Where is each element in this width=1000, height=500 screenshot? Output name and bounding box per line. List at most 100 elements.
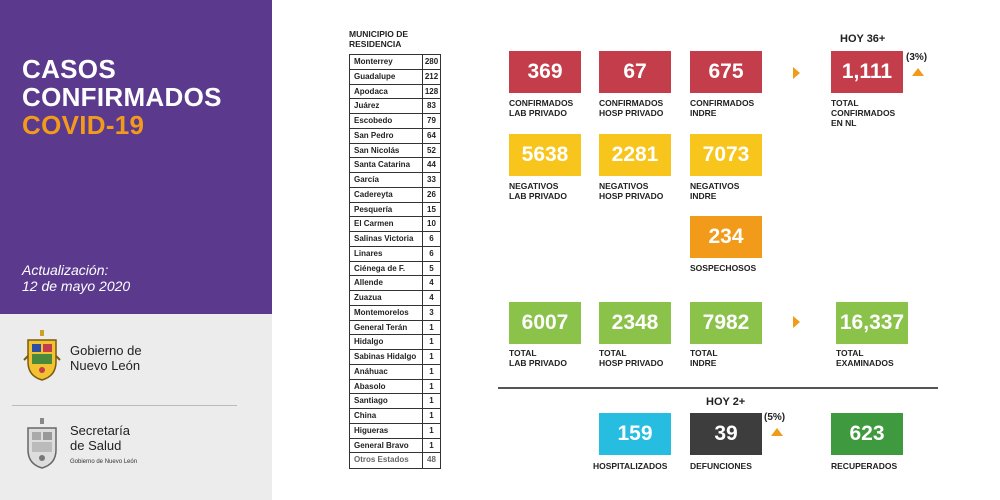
municipio-name: Escobedo — [350, 114, 423, 128]
table-row: Juárez 83 — [350, 99, 440, 114]
municipio-name: Pesquería — [350, 202, 423, 217]
table-row: Apodaca 128 — [350, 84, 440, 100]
table-row: Pesquería 15 — [350, 202, 440, 218]
municipio-count: 3 — [429, 307, 434, 317]
page-title: CASOS CONFIRMADOS COVID-19 — [22, 55, 222, 139]
table-row: García 33 — [350, 173, 440, 188]
negativos-indre-label: NEGATIVOS INDRE — [690, 181, 740, 201]
municipio-count: 1 — [429, 425, 434, 435]
municipio-count: 1 — [429, 366, 434, 376]
table-row: Sabinas Hidalgo 1 — [350, 350, 440, 365]
salud-logo: Secretaría de Salud Gobierno de Nuevo Le… — [22, 418, 137, 474]
table-row: Cadereyta 26 — [350, 187, 440, 203]
confirmados-indre-value: 675 — [690, 51, 762, 93]
municipio-name: San Nicolás — [350, 143, 423, 158]
municipio-count: 1 — [429, 337, 434, 347]
municipio-name: China — [350, 409, 423, 423]
municipio-count: 26 — [427, 189, 436, 199]
confirmados-lab-value: 369 — [509, 51, 581, 93]
municipio-name: El Carmen — [350, 217, 423, 231]
table-row: Allende 4 — [350, 276, 440, 291]
municipio-count: 4 — [429, 293, 434, 302]
municipio-name: Ciénega de F. — [350, 261, 423, 276]
confirmados-indre-label: CONFIRMADOS INDRE — [690, 98, 755, 118]
title-line-3: COVID-19 — [22, 110, 145, 140]
coat-of-arms-gray-icon — [27, 418, 57, 469]
municipio-count: 79 — [427, 116, 436, 125]
municipio-count: 5 — [429, 263, 434, 273]
municipio-name: Linares — [350, 246, 423, 261]
municipio-count: 83 — [427, 101, 436, 111]
table-row: Montemorelos 3 — [350, 305, 440, 321]
municipio-name: Montemorelos — [350, 305, 423, 320]
municipio-count: 44 — [427, 160, 436, 170]
table-row: San Pedro 64 — [350, 128, 440, 144]
table-row: China 1 — [350, 409, 440, 424]
municipio-name: Santiago — [350, 394, 423, 408]
table-row: Santa Catarina 44 — [350, 158, 440, 173]
table-row: Linares 6 — [350, 246, 440, 262]
logo1-line-2: Nuevo León — [70, 358, 141, 373]
table-row: El Carmen 10 — [350, 217, 440, 232]
table-row: Zuazua 4 — [350, 291, 440, 306]
logo2-subtitle: Gobierno de Nuevo León — [70, 458, 138, 465]
table-header: MUNICIPIO DE RESIDENCIA — [349, 29, 408, 49]
update-info: Actualización: 12 de mayo 2020 — [22, 262, 130, 294]
table-row: General Bravo 1 — [350, 438, 440, 454]
sidebar: CASOS CONFIRMADOS COVID-19 Actualización… — [0, 0, 272, 500]
gobierno-logo: Gobierno de Nuevo León — [22, 330, 142, 386]
table-row: Salinas Victoria 6 — [350, 232, 440, 247]
pct-confirmados: (3%) — [906, 52, 928, 63]
logo2-line-2: de Salud — [70, 437, 122, 453]
municipio-table: Monterrey 280 Guadalupe 212 Apodaca 128 Juárez… — [349, 54, 441, 469]
table-row: Otros Estados 48 — [350, 453, 440, 468]
municipio-count: 1 — [429, 396, 434, 406]
defunciones-value: 39 — [690, 413, 762, 455]
total-indre-value: 7982 — [690, 302, 762, 344]
municipio-name: Allende — [350, 276, 423, 290]
table-row: Escobedo 79 — [350, 114, 440, 129]
table-row: Abasolo 1 — [350, 379, 440, 395]
table-row: Hidalgo 1 — [350, 335, 440, 350]
municipio-count: 1 — [429, 322, 434, 332]
section-divider — [498, 387, 938, 389]
municipio-name: General Terán — [350, 320, 423, 335]
negativos-indre-value: 7073 — [690, 134, 762, 176]
arrow-up-icon — [771, 428, 783, 436]
pct-defunciones: (5%) — [764, 412, 786, 423]
municipio-name: Anáhuac — [350, 364, 423, 379]
total-examinados-label: TOTAL EXAMINADOS — [836, 348, 894, 368]
table-row: Higueras 1 — [350, 423, 440, 439]
confirmados-hosp-value: 67 — [599, 51, 671, 93]
municipio-name: Santa Catarina — [350, 158, 423, 172]
update-date: 12 de mayo 2020 — [22, 278, 131, 294]
defunciones-label: DEFUNCIONES — [690, 461, 752, 471]
title-line-1: CASOS — [22, 54, 116, 84]
municipio-name: Salinas Victoria — [350, 232, 423, 246]
table-row: Ciénega de F. 5 — [350, 261, 440, 277]
municipio-count: 1 — [429, 411, 434, 420]
negativos-lab-value: 5638 — [509, 134, 581, 176]
hospitalizados-value: 159 — [599, 413, 671, 455]
recuperados-label: RECUPERADOS — [831, 461, 898, 471]
total-examinados-value: 16,337 — [836, 302, 908, 344]
negativos-hosp-value: 2281 — [599, 134, 671, 176]
logo2-line-1: Secretaría — [70, 422, 130, 438]
arrow-up-icon — [912, 68, 924, 76]
arrow-right-icon — [793, 316, 800, 328]
municipio-count: 280 — [424, 57, 439, 66]
recuperados-value: 623 — [831, 413, 903, 455]
total-hosp-label: TOTAL HOSP PRIVADO — [599, 348, 664, 368]
municipio-count: 212 — [424, 71, 439, 81]
municipio-name: Higueras — [350, 423, 423, 438]
confirmados-lab-label: CONFIRMADOS LAB PRIVADO — [509, 98, 574, 118]
municipio-count: 52 — [427, 145, 436, 155]
municipio-name: Zuazua — [350, 291, 423, 305]
table-header-line-1: MUNICIPIO DE — [349, 29, 409, 39]
confirmados-hosp-label: CONFIRMADOS HOSP PRIVADO — [599, 98, 664, 118]
municipio-name: Juárez — [350, 99, 423, 113]
table-row: Anáhuac 1 — [350, 364, 440, 380]
total-lab-label: TOTAL LAB PRIVADO — [509, 348, 567, 368]
municipio-name: Sabinas Hidalgo — [350, 350, 423, 364]
municipio-count: 128 — [424, 86, 439, 96]
